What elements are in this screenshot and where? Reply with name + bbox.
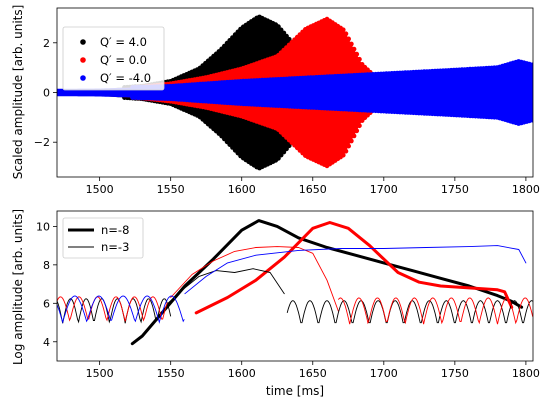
- bottom-y-axis-label: Log amplitude [arb. units]: [11, 209, 25, 365]
- oscillation-point: [357, 123, 362, 129]
- oscillation-point: [276, 24, 281, 30]
- bottom-y-tick-label: 8: [43, 259, 50, 272]
- bottom-plot-area: [57, 219, 533, 346]
- series-Q-4.0-oscillation: [57, 59, 533, 126]
- bottom-legend: n=-8 n=-3: [62, 217, 144, 259]
- bottom-x-tick-label: 1800: [512, 367, 540, 380]
- oscillation-point: [284, 146, 289, 152]
- series-noise-n=-3: [286, 300, 533, 324]
- series-noise-n=-3: [57, 298, 172, 324]
- oscillation-point: [286, 143, 292, 149]
- series-line-n=-3-thin: [167, 268, 285, 304]
- top-x-ticks: 1500 1550 1600 1650 1700 1750 1800: [86, 177, 540, 196]
- bottom-axes-frame: [56, 210, 534, 362]
- oscillation-point: [343, 148, 349, 154]
- series-noise-n=-3: [57, 295, 185, 324]
- series-line-n=-3-thin: [184, 245, 527, 295]
- bottom-x-axis-label: time [ms]: [266, 384, 324, 397]
- top-y-ticks: −2 0 2: [34, 37, 57, 149]
- bottom-x-tick-label: 1600: [228, 367, 256, 380]
- series-line-n=-3-thin: [170, 246, 339, 312]
- series-noise-n=-3: [337, 297, 533, 325]
- top-x-tick-label: 1700: [370, 183, 398, 196]
- oscillation-point: [351, 133, 357, 139]
- oscillation-point: [529, 62, 533, 68]
- oscillation-point: [529, 117, 533, 123]
- bottom-x-tick-label: 1750: [441, 367, 469, 380]
- top-y-tick-label: 2: [43, 37, 50, 50]
- legend-marker-q4: [80, 39, 86, 45]
- bottom-y-tick-label: 10: [36, 220, 50, 233]
- top-y-tick-label: 0: [43, 87, 50, 100]
- top-legend: Q′ = 4.0 Q′ = 0.0 Q′ = -4.0: [62, 26, 165, 91]
- legend-marker-qm4: [80, 75, 86, 81]
- legend-label-q4: Q′ = 4.0: [100, 35, 147, 49]
- top-y-axis-label: Scaled amplitude [arb. units]: [11, 5, 25, 180]
- oscillation-point: [278, 152, 284, 158]
- bottom-panel: 1500 1550 1600 1650 1700 1750 1800 4 6 8 10 Log a…: [11, 209, 540, 397]
- bottom-x-ticks: 1500 1550 1600 1650 1700 1750 1800: [86, 361, 540, 380]
- bottom-y-tick-label: 4: [43, 336, 50, 349]
- legend-label-q0: Q′ = 0.0: [100, 53, 147, 67]
- legend-label-qm4: Q′ = -4.0: [100, 71, 151, 85]
- oscillation-point: [346, 143, 351, 149]
- top-x-tick-label: 1600: [228, 183, 256, 196]
- series-line-n=-8-thick: [194, 221, 514, 315]
- oscillation-point: [351, 46, 357, 52]
- top-panel: 1500 1550 1600 1650 1700 1750 1800 −2 0 2 Scaled…: [11, 5, 540, 196]
- oscillation-point: [286, 36, 292, 42]
- top-y-tick-label: −2: [34, 136, 50, 149]
- bottom-y-tick-label: 6: [43, 297, 50, 310]
- oscillation-point: [343, 31, 349, 37]
- oscillation-point: [284, 33, 289, 39]
- oscillation-point: [354, 128, 360, 134]
- oscillation-point: [346, 36, 351, 42]
- envelope-band: [57, 61, 533, 124]
- top-x-tick-label: 1550: [157, 183, 185, 196]
- oscillation-point: [354, 51, 360, 57]
- top-x-tick-label: 1500: [86, 183, 114, 196]
- top-x-tick-label: 1750: [441, 183, 469, 196]
- series-line-n=-8-thick: [130, 219, 524, 346]
- bottom-x-tick-label: 1650: [299, 367, 327, 380]
- top-x-tick-label: 1650: [299, 183, 327, 196]
- bottom-x-tick-label: 1700: [370, 367, 398, 380]
- legend-label-n-3: n=-3: [101, 240, 129, 254]
- top-x-tick-label: 1800: [512, 183, 540, 196]
- oscillation-point: [340, 152, 346, 158]
- oscillation-point: [348, 138, 354, 144]
- oscillation-point: [357, 56, 362, 62]
- oscillation-point: [281, 149, 287, 155]
- legend-marker-q0: [80, 57, 86, 63]
- oscillation-point: [348, 41, 354, 47]
- bottom-x-tick-label: 1500: [86, 367, 114, 380]
- oscillation-point: [278, 27, 284, 33]
- oscillation-point: [276, 155, 281, 161]
- bottom-y-ticks: 4 6 8 10: [36, 220, 57, 349]
- bottom-x-tick-label: 1550: [157, 367, 185, 380]
- series-noise-n=-3: [57, 296, 168, 322]
- legend-label-n-8: n=-8: [101, 223, 129, 237]
- oscillation-point: [281, 30, 287, 36]
- oscillation-point: [340, 27, 346, 33]
